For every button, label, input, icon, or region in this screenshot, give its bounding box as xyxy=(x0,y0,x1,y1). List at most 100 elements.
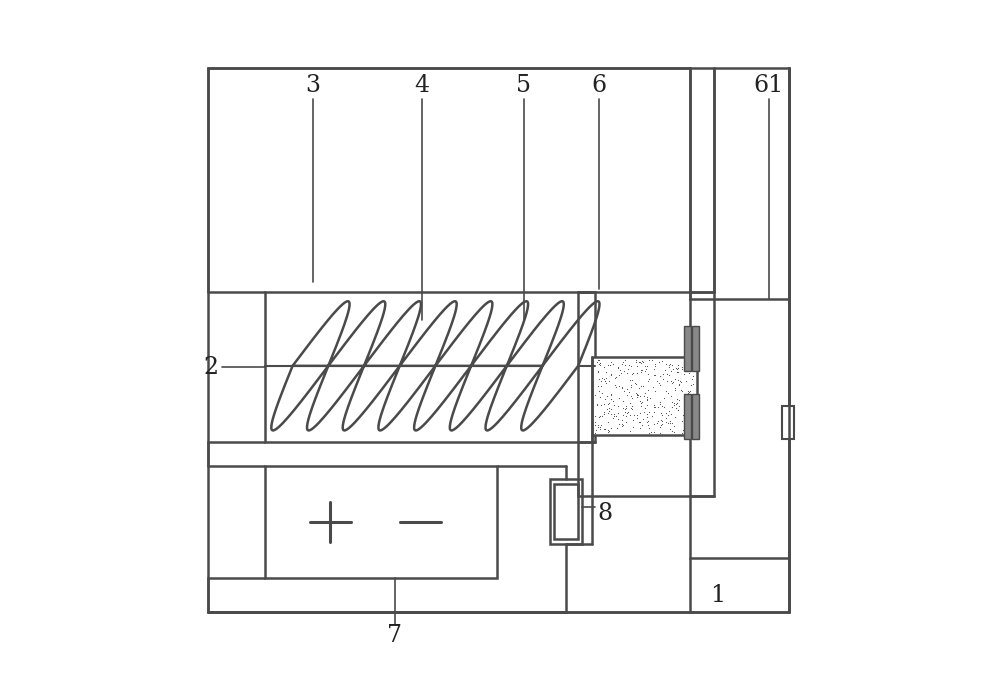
Point xyxy=(679,360,695,371)
Point xyxy=(639,400,655,411)
Point xyxy=(646,401,662,412)
Point xyxy=(597,394,613,405)
Point xyxy=(656,402,672,413)
Point xyxy=(664,377,680,388)
Point xyxy=(640,376,656,387)
Point xyxy=(666,426,682,437)
Point xyxy=(591,354,607,365)
Point xyxy=(610,362,626,373)
Point xyxy=(661,406,677,417)
Point xyxy=(679,401,695,412)
Point xyxy=(613,368,629,379)
Text: 2: 2 xyxy=(203,356,219,379)
Point xyxy=(647,386,663,396)
Point xyxy=(639,411,655,422)
Point xyxy=(676,426,692,437)
Point xyxy=(649,418,665,429)
Point xyxy=(658,386,674,396)
Point xyxy=(590,367,606,378)
Point xyxy=(662,359,678,370)
Point xyxy=(611,418,627,429)
Point xyxy=(603,389,619,400)
Point xyxy=(650,402,666,413)
Point xyxy=(618,411,634,422)
Text: 61: 61 xyxy=(753,73,784,97)
Point xyxy=(653,414,669,425)
Point xyxy=(603,423,619,434)
Point xyxy=(658,407,674,418)
Point xyxy=(676,390,692,401)
Point xyxy=(594,388,610,398)
Point xyxy=(682,427,698,438)
Point xyxy=(607,380,623,391)
Point xyxy=(681,368,697,379)
Point xyxy=(600,426,616,437)
Point xyxy=(614,419,630,430)
Point xyxy=(652,398,668,409)
Point xyxy=(652,421,668,432)
Point xyxy=(646,407,662,418)
Point xyxy=(654,415,670,426)
Point xyxy=(633,401,649,411)
Point xyxy=(650,415,666,426)
Point xyxy=(632,357,648,368)
Point xyxy=(597,375,613,386)
Point xyxy=(674,385,690,396)
Point xyxy=(671,394,687,405)
Point xyxy=(674,415,690,426)
Point xyxy=(622,426,638,437)
Bar xyxy=(782,406,794,439)
Point xyxy=(608,410,624,421)
Point xyxy=(590,420,606,431)
Point xyxy=(605,412,621,423)
Point xyxy=(634,364,650,375)
Point xyxy=(596,399,612,410)
Point xyxy=(669,367,685,377)
Point xyxy=(597,424,613,435)
Point xyxy=(641,407,657,418)
Point xyxy=(662,418,678,428)
Point xyxy=(617,360,633,371)
Point xyxy=(615,395,631,406)
Point xyxy=(592,357,608,368)
Point xyxy=(592,411,608,422)
Point xyxy=(632,422,648,433)
Point xyxy=(651,377,667,388)
Point xyxy=(636,391,652,402)
Point xyxy=(655,373,671,384)
Point xyxy=(668,398,684,409)
Point xyxy=(587,428,603,439)
Point xyxy=(686,392,702,403)
Point xyxy=(596,362,612,373)
Point xyxy=(662,424,678,435)
Point xyxy=(680,386,696,397)
Point xyxy=(629,392,645,403)
Bar xyxy=(684,326,691,371)
Point xyxy=(596,423,612,434)
Point xyxy=(633,367,649,377)
Point xyxy=(632,407,648,418)
Point xyxy=(603,409,619,420)
Point xyxy=(622,397,638,408)
Point xyxy=(592,424,608,435)
Point xyxy=(674,362,690,373)
Point xyxy=(669,394,685,405)
Point xyxy=(653,407,669,418)
Point xyxy=(625,422,641,432)
Bar xyxy=(578,292,714,496)
Point xyxy=(680,405,696,416)
Point xyxy=(635,414,651,425)
Point xyxy=(681,399,697,410)
Point xyxy=(615,403,631,413)
Point xyxy=(593,420,609,430)
Point xyxy=(633,364,649,375)
Point xyxy=(617,404,633,415)
Point xyxy=(608,382,624,393)
Point xyxy=(639,409,655,420)
Point xyxy=(609,422,625,433)
Text: 7: 7 xyxy=(387,624,402,647)
Point xyxy=(663,365,679,376)
Point xyxy=(635,381,651,392)
Point xyxy=(683,380,699,391)
Point xyxy=(645,381,661,392)
